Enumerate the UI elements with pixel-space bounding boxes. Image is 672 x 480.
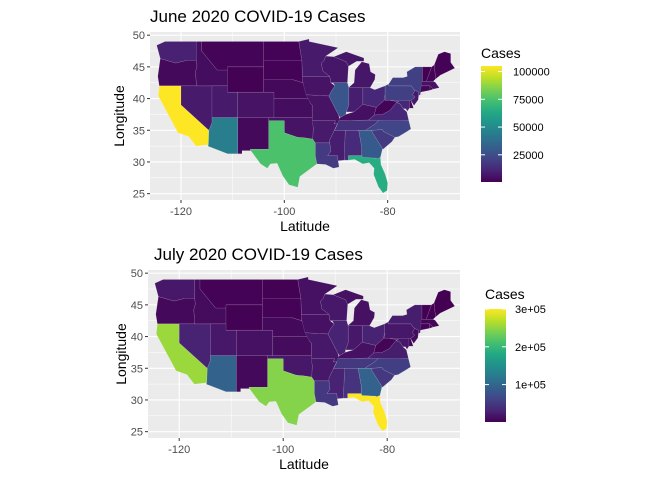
state-kentucky	[337, 342, 377, 360]
state-rhode-island	[429, 323, 434, 329]
legend-tick-label: 25000	[513, 150, 544, 162]
state-wyoming	[225, 304, 263, 331]
legend-colorbar	[481, 66, 502, 182]
y-tick-label: 40	[133, 94, 145, 106]
state-michigan	[332, 289, 364, 305]
x-tick-label: -80	[379, 444, 395, 456]
y-tick-label: 30	[133, 157, 145, 169]
legend: Cases 25000 50000 75000 100000	[481, 45, 550, 182]
legend-tick-label: 75000	[513, 94, 544, 106]
state-new-hampshire	[425, 302, 436, 320]
x-tick-label: -120	[170, 206, 192, 218]
state-florida	[347, 393, 388, 432]
state-kansas	[273, 98, 313, 118]
state-texas	[249, 120, 318, 188]
state-maine	[433, 289, 456, 318]
x-axis-title: Latitude	[280, 218, 330, 234]
state-new-mexico	[236, 355, 268, 392]
y-tick-label: 50	[133, 30, 145, 42]
state-new-mexico	[237, 117, 269, 154]
legend-colorbar	[485, 309, 506, 422]
y-axis-title: Longitude	[111, 85, 127, 147]
legend-tick-label: 50000	[513, 122, 544, 134]
y-tick-label: 35	[131, 363, 143, 375]
state-michigan	[333, 51, 365, 67]
state-rhode-island	[429, 85, 434, 91]
state-north-carolina	[364, 357, 411, 376]
state-north-carolina	[364, 119, 412, 138]
y-tick-label: 40	[131, 332, 143, 344]
y-tick-label: 25	[131, 427, 143, 439]
state-pennsylvania	[384, 321, 416, 339]
legend-title: Cases	[481, 45, 521, 61]
y-tick-label: 50	[131, 268, 143, 280]
y-tick-label: 45	[131, 300, 143, 312]
legend-tick-label: 100000	[513, 67, 550, 79]
legend-tick-label: 2e+05	[515, 342, 546, 354]
y-tick-label: 25	[133, 189, 145, 201]
x-tick-label: -80	[380, 206, 396, 218]
x-tick-label: -120	[168, 444, 190, 456]
chart-2: July 2020 COVID-19 Cases -120 -100 -80 25 30 3…	[113, 245, 546, 472]
state-kansas	[272, 336, 312, 356]
state-colorado	[236, 330, 273, 356]
chart-title: June 2020 COVID-19 Cases	[150, 7, 365, 26]
y-tick-label: 30	[131, 395, 143, 407]
state-polygons	[154, 276, 456, 432]
state-texas	[248, 358, 317, 426]
legend: Cases 1e+05 2e+05 3e+05	[485, 286, 546, 422]
legend-tick-label: 3e+05	[515, 304, 546, 316]
state-oregon	[157, 58, 198, 87]
state-colorado	[237, 91, 275, 118]
state-wyoming	[227, 66, 264, 93]
state-new-hampshire	[426, 64, 436, 82]
y-axis-title: Longitude	[113, 323, 129, 385]
chart-title: July 2020 COVID-19 Cases	[154, 245, 363, 264]
x-axis-title: Latitude	[279, 456, 329, 472]
state-north-dakota	[263, 41, 303, 61]
state-florida	[348, 155, 388, 194]
state-pennsylvania	[384, 83, 416, 101]
legend-tick-label: 1e+05	[515, 380, 546, 392]
state-oregon	[155, 296, 196, 325]
x-tick-label: -100	[273, 206, 295, 218]
y-tick-label: 45	[133, 62, 145, 74]
legend-title: Cases	[485, 286, 525, 302]
state-maine	[433, 51, 456, 80]
state-north-dakota	[262, 279, 302, 299]
x-tick-label: -100	[272, 444, 294, 456]
chart-1: June 2020 COVID-19 Cases -120 -100 -80 25 30 3…	[111, 7, 550, 234]
state-polygons	[156, 38, 456, 194]
y-tick-label: 35	[133, 125, 145, 137]
state-minnesota	[298, 38, 339, 77]
